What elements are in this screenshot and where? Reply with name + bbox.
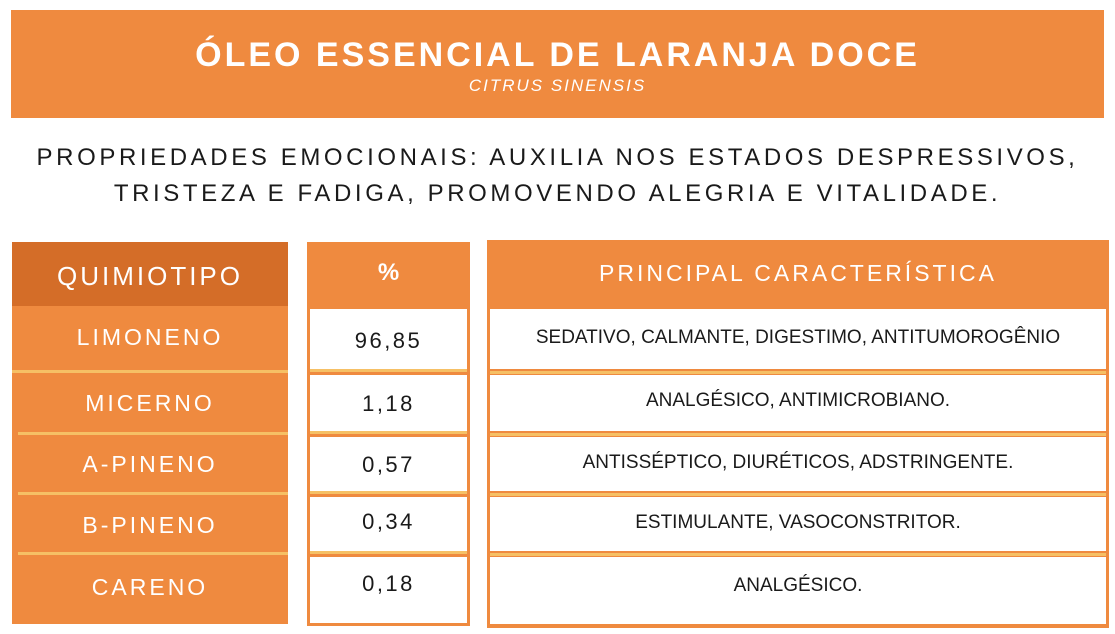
- chemotype-cell: MICERNO: [85, 390, 215, 416]
- description-line-1: PROPRIEDADES EMOCIONAIS: AUXILIA NOS EST…: [36, 144, 1079, 171]
- percent-cell: 0,57: [310, 437, 467, 491]
- row-divider: [310, 551, 467, 554]
- row-divider: [490, 553, 1106, 556]
- row-divider: [490, 493, 1106, 496]
- percent-cell: 96,85: [310, 309, 467, 369]
- row-divider: [490, 371, 1106, 374]
- row-divider: [310, 369, 467, 372]
- page-title: ÓLEO ESSENCIAL DE LARANJA DOCE: [195, 36, 920, 74]
- chemotype-cell: CARENO: [91, 574, 209, 600]
- description-line-2: TRISTEZA E FADIGA, PROMOVENDO ALEGRIA E …: [113, 180, 1002, 207]
- chemotype-cell: A-PINENO: [82, 451, 218, 477]
- percent-column: % 96,85 1,18 0,57 0,34 0,18: [307, 242, 470, 626]
- description: PROPRIEDADES EMOCIONAIS: AUXILIA NOS EST…: [20, 140, 1095, 212]
- row-divider: [12, 370, 288, 373]
- characteristic-cell: ESTIMULANTE, VASOCONSTRITOR.: [490, 497, 1106, 551]
- percent-cell: 1,18: [310, 375, 467, 431]
- characteristic-header: PRINCIPAL CARACTERÍSTICA: [599, 260, 997, 286]
- row-divider: [18, 492, 288, 495]
- title-banner: ÓLEO ESSENCIAL DE LARANJA DOCE CITRUS SI…: [11, 10, 1104, 118]
- characteristic-cell: ANALGÉSICO, ANTIMICROBIANO.: [490, 375, 1106, 431]
- chemotype-cell: LIMONENO: [76, 324, 224, 350]
- row-divider: [18, 432, 288, 435]
- characteristic-cell: ANTISSÉPTICO, DIURÉTICOS, ADSTRINGENTE.: [490, 437, 1106, 491]
- row-divider: [18, 552, 288, 555]
- row-divider: [310, 431, 467, 434]
- chemotype-header: QUIMIOTIPO: [12, 242, 288, 306]
- chemotype-cell: B-PINENO: [82, 512, 218, 538]
- characteristic-cell: ANALGÉSICO.: [490, 557, 1106, 624]
- percent-header: %: [377, 259, 400, 286]
- row-divider: [490, 433, 1106, 436]
- characteristic-cell: SEDATIVO, CALMANTE, DIGESTIMO, ANTITUMOR…: [490, 309, 1106, 369]
- page-subtitle: CITRUS SINENSIS: [468, 76, 647, 95]
- percent-cell: 0,34: [310, 497, 467, 551]
- row-divider: [310, 491, 467, 494]
- percent-cell: 0,18: [310, 557, 467, 623]
